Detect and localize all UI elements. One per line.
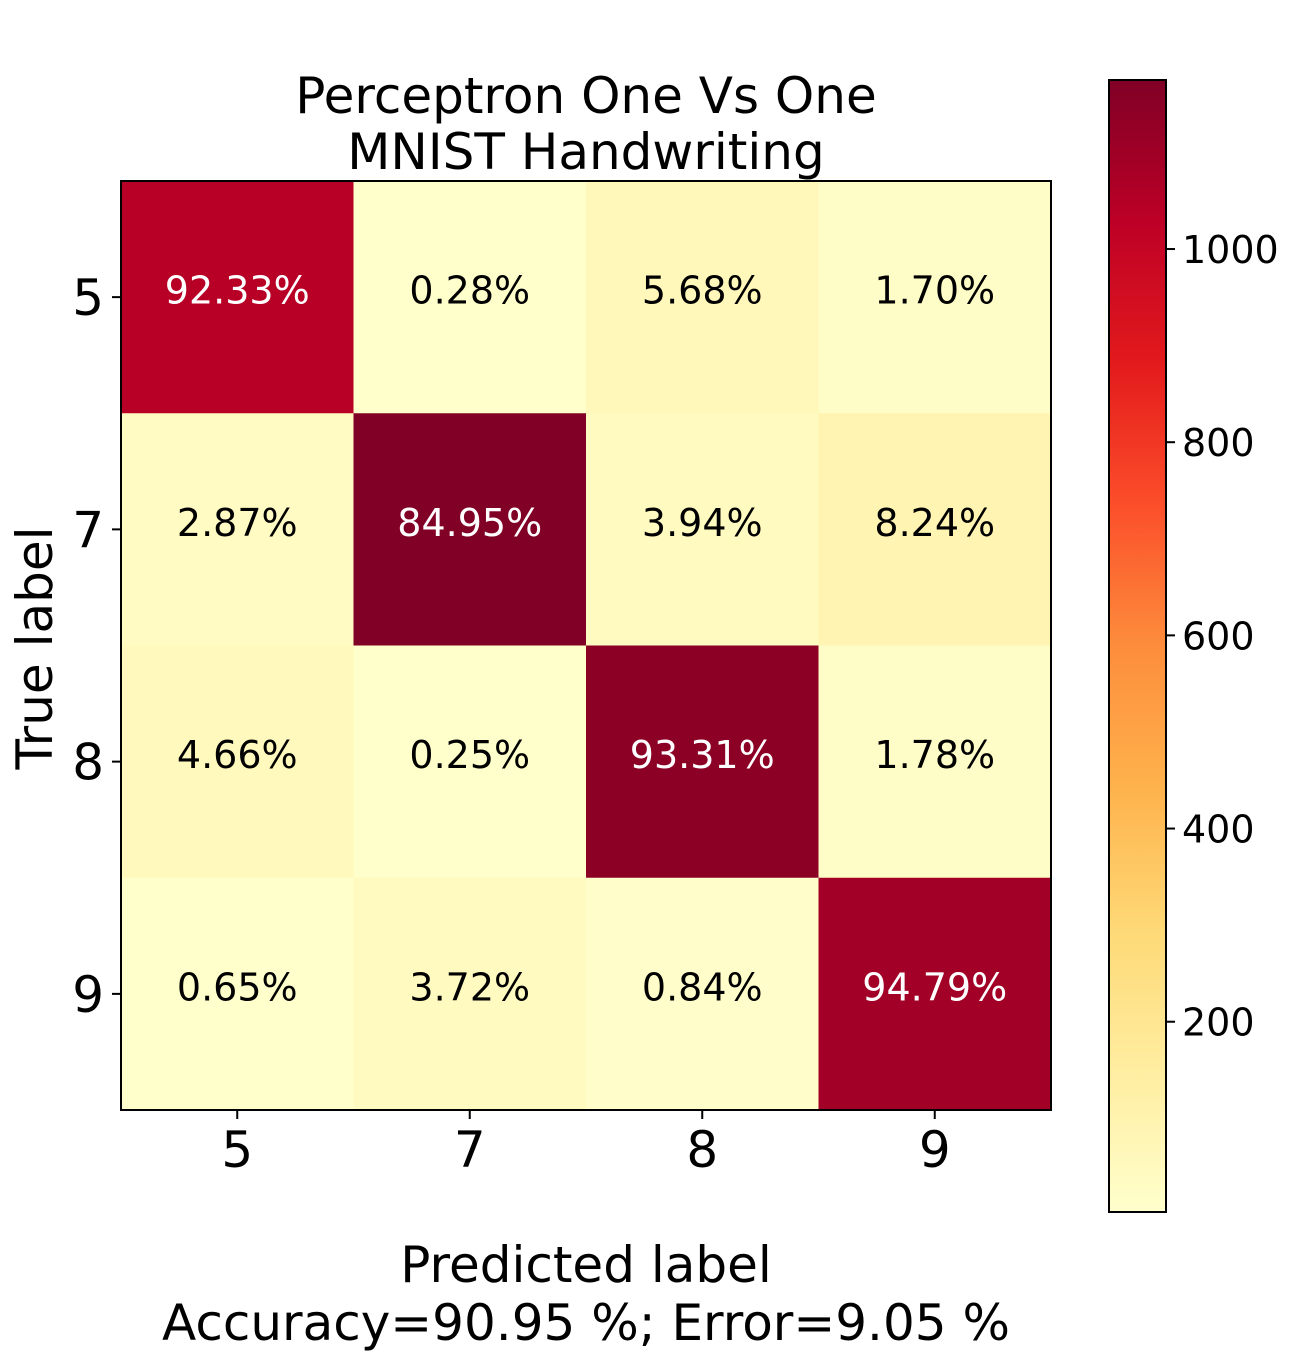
cell-label: 1.78% [874, 733, 995, 777]
plot-frame [120, 180, 1052, 1111]
heatmap-cell [353, 181, 587, 414]
cell-label: 0.28% [409, 269, 530, 313]
x-axis-label: Predicted label [400, 1236, 772, 1294]
heatmap-cell [353, 413, 587, 647]
colorbar-tick-label: 200 [1182, 1001, 1255, 1045]
chart-title-line-2: MNIST Handwriting [347, 123, 825, 181]
colorbar [1108, 79, 1167, 1213]
colorbar-tick-label: 800 [1182, 421, 1255, 465]
cell-label: 8.24% [874, 501, 995, 545]
colorbar-tick-label: 600 [1182, 614, 1255, 658]
x-tick-label: 9 [919, 1121, 951, 1179]
cell-label: 5.68% [642, 269, 763, 313]
heatmap-cell [818, 645, 1052, 879]
heatmap-cell [121, 413, 355, 647]
y-axis-label: True label [6, 526, 64, 770]
heatmap-cell [121, 645, 355, 879]
x-tick-label: 5 [221, 1121, 253, 1179]
heatmap-cell [818, 413, 1052, 647]
colorbar-tick-label: 400 [1182, 808, 1255, 852]
accuracy-error-label: Accuracy=90.95 %; Error=9.05 % [162, 1294, 1010, 1352]
cell-label: 1.70% [874, 269, 995, 313]
cell-label: 92.33% [165, 269, 310, 313]
cell-label: 84.95% [397, 501, 542, 545]
heatmap-cell [586, 413, 820, 647]
axes: 5 7 8 9 5 7 8 9 [72, 269, 950, 1179]
heatmap-cell [586, 645, 820, 879]
y-tick-label: 9 [72, 966, 104, 1024]
x-tick-label: 7 [454, 1121, 486, 1179]
heatmap-cell [121, 877, 355, 1111]
heatmap-cell [818, 877, 1052, 1111]
cell-label: 0.84% [642, 965, 763, 1009]
cell-label: 0.65% [177, 965, 298, 1009]
cell-label: 93.31% [630, 733, 775, 777]
y-tick-label: 5 [72, 269, 104, 327]
y-tick-label: 8 [72, 734, 104, 792]
cell-label: 3.94% [642, 501, 763, 545]
colorbar-ticks: 200 400 600 800 1000 [1166, 228, 1279, 1045]
heatmap-cell [818, 181, 1052, 414]
cell-label: 2.87% [177, 501, 298, 545]
heatmap-cells: 92.33% 0.28% 5.68% 1.70% 2.87% 84.95% 3.94% 8.2… [121, 181, 1052, 1111]
heatmap-cell [353, 877, 587, 1111]
y-tick-label: 7 [72, 501, 104, 559]
cell-label: 94.79% [862, 965, 1007, 1009]
heatmap-cell [586, 877, 820, 1111]
cell-label: 0.25% [409, 733, 530, 777]
cell-label: 4.66% [177, 733, 298, 777]
colorbar-tick-label: 1000 [1182, 228, 1279, 272]
cell-label: 3.72% [409, 965, 530, 1009]
heatmap-cell [121, 181, 355, 414]
chart-title-line-1: Perceptron One Vs One [295, 67, 877, 125]
heatmap-cell [586, 181, 820, 414]
x-tick-label: 8 [686, 1121, 718, 1179]
heatmap-cell [353, 645, 587, 879]
